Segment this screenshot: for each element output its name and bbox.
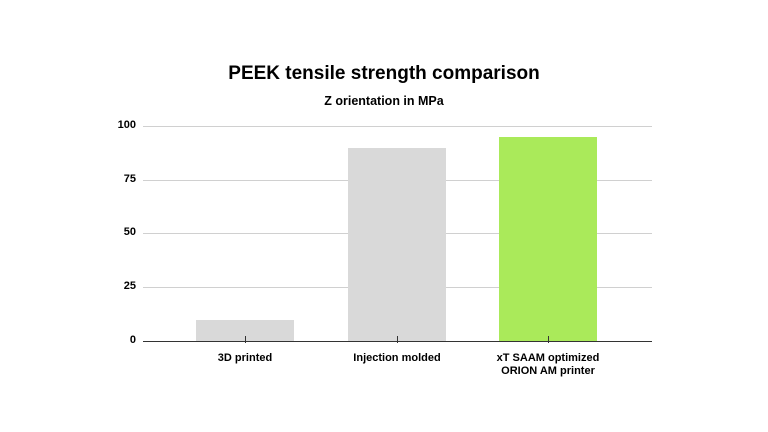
bar-3d-printed bbox=[196, 319, 294, 341]
ytick-label: 0 bbox=[129, 334, 136, 346]
x-label-text: Injection molded bbox=[353, 352, 441, 364]
ytick-label: 50 bbox=[123, 226, 136, 238]
x-label-3d-printed: 3D printed bbox=[165, 352, 325, 365]
x-tick bbox=[397, 336, 398, 343]
x-tick bbox=[548, 336, 549, 343]
x-label-text: xT SAAM optimized bbox=[496, 352, 600, 364]
ytick-label: 100 bbox=[117, 119, 136, 131]
ytick-label: 25 bbox=[123, 280, 136, 292]
bar-xt-saam-orion bbox=[499, 136, 597, 341]
x-label-text: ORION AM printer bbox=[501, 365, 595, 377]
ytick-label: 75 bbox=[123, 173, 136, 185]
gridline-100 bbox=[143, 126, 652, 127]
chart-title: PEEK tensile strength comparison bbox=[228, 63, 540, 84]
bar-injection-molded bbox=[348, 147, 446, 341]
x-label-text: 3D printed bbox=[217, 352, 273, 364]
chart-subtitle: Z orientation in MPa bbox=[324, 94, 444, 108]
x-label-injection-molded: Injection molded bbox=[317, 352, 477, 365]
x-tick bbox=[245, 336, 246, 343]
x-label-xt-saam-orion: xT SAAM optimized ORION AM printer bbox=[468, 352, 628, 378]
